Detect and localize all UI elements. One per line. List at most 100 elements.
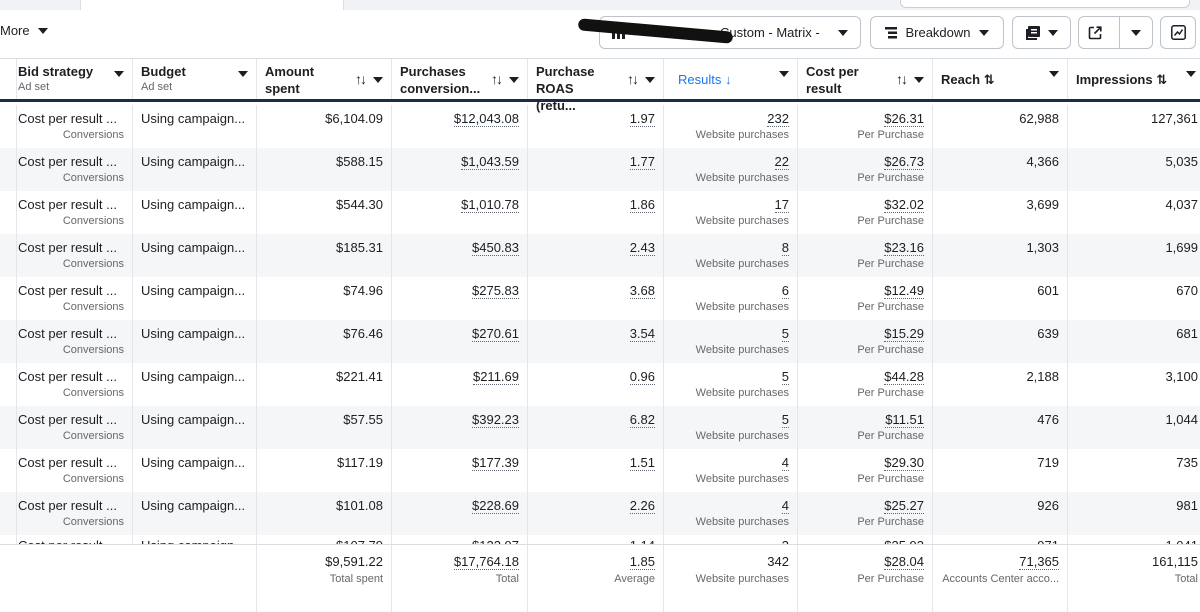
budget-value: Using campaign... [141,111,246,126]
chevron-down-icon[interactable] [779,71,789,77]
table-row[interactable]: Cost per result ... Conversions Using camp… [0,449,1200,492]
purchase-roas-cell: 2.43 [528,234,664,277]
sort-icon[interactable]: ↑↓ [355,71,367,87]
header-purchase-roas[interactable]: Purchase ROAS (retu... ↑↓ [528,59,664,113]
table-row[interactable]: Cost per result ... Conversions Using camp… [0,406,1200,449]
toolbar: More Custom - Matrix - Breakdown [0,10,1200,60]
columns-button[interactable]: Custom - Matrix - [577,16,861,49]
header-purchase-roas-title: Purchase ROAS (retu... [536,64,595,113]
cost-per-result-cell: $25.27 Per Purchase [798,492,933,535]
header-results[interactable]: Results ↓ [664,59,798,99]
header-impressions[interactable]: Impressions ⇅ [1068,59,1200,99]
amount-spent-value: $57.55 [343,412,383,427]
header-reach[interactable]: Reach ⇅ [933,59,1068,99]
table-row[interactable]: Cost per result ... Conversions Using camp… [0,234,1200,277]
summary-impressions-label: Total [1174,573,1198,585]
top-tab-strip [0,0,1200,10]
reach-cell: 3,699 [933,191,1068,234]
summary-impressions: 161,115 Total [1068,545,1200,612]
purchase-roas-cell: 1.51 [528,449,664,492]
purchases-conversion-value: $270.61 [472,326,519,342]
chevron-down-icon[interactable] [1049,71,1059,77]
cost-per-result-sub: Per Purchase [857,344,924,356]
table-row[interactable]: Cost per result ... Conversions Using camp… [0,277,1200,320]
table-row[interactable]: Cost per result ... Conversions Using camp… [0,492,1200,535]
header-budget-sub: Ad set [141,81,173,93]
impressions-value: 3,100 [1165,369,1198,384]
table-row[interactable]: Cost per result ... Conversions Using camp… [0,105,1200,148]
purchase-roas-value: 6.82 [629,412,655,428]
purchases-conversion-value: $228.69 [472,498,519,514]
table-row[interactable]: Cost per result ... Conversions Using camp… [0,148,1200,191]
reach-value: 4,366 [1026,154,1059,169]
results-value: 5 [781,412,789,428]
export-button-group [1078,16,1153,49]
header-purchases-conversion-title: Purchases conversion... [400,64,480,96]
sort-icon[interactable]: ↑↓ [491,71,503,87]
amount-spent-cell: $588.15 [257,148,392,191]
table-row[interactable]: Cost per result ... Conversions Using camp… [0,363,1200,406]
table-row[interactable]: Cost per result ... Conversions Using camp… [0,191,1200,234]
chevron-down-icon[interactable] [914,76,924,83]
charts-button[interactable] [1160,16,1196,49]
bid-strategy-value: Cost per result ... [18,154,117,169]
budget-cell: Using campaign... [133,406,257,449]
budget-cell: Using campaign... [133,363,257,406]
purchases-conversion-value: $1,010.78 [461,197,519,213]
bid-strategy-cell: Cost per result ... Conversions [10,406,133,449]
purchases-conversion-value: $12,043.08 [453,111,519,127]
purchase-roas-value: 1.51 [629,455,655,471]
sort-icon[interactable]: ↑↓ [627,71,639,87]
header-bid-strategy[interactable]: Bid strategy Ad set [10,59,133,99]
bid-strategy-cell: Cost per result ... Conversions [10,492,133,535]
redaction-mark [577,18,734,44]
chevron-down-icon[interactable] [645,76,655,83]
cost-per-result-value: $32.02 [884,197,924,213]
row-select-cell [0,449,17,492]
purchase-roas-cell: 2.26 [528,492,664,535]
purchase-roas-cell: 6.82 [528,406,664,449]
export-button[interactable] [1079,17,1111,48]
purchase-roas-value: 2.26 [629,498,655,514]
amount-spent-value: $101.08 [336,498,383,513]
row-select-cell [0,148,17,191]
header-bid-strategy-title: Bid strategy [18,64,94,79]
table-row[interactable]: Cost per result ... Conversions Using camp… [0,320,1200,363]
chevron-down-icon[interactable] [238,71,248,77]
chevron-down-icon[interactable] [1186,71,1196,77]
header-budget[interactable]: Budget Ad set [133,59,257,99]
row-select-cell [0,535,17,551]
summary-reach: 71,365 Accounts Center acco... [933,545,1068,612]
cost-per-result-value: $44.28 [884,369,924,385]
purchases-conversion-value: $211.69 [472,369,519,385]
reach-cell: 639 [933,320,1068,363]
amount-spent-cell: $76.46 [257,320,392,363]
sort-icon[interactable]: ↑↓ [896,71,908,87]
bid-strategy-sub: Conversions [62,215,124,227]
reach-cell: 62,988 [933,105,1068,148]
reports-button[interactable] [1012,16,1071,49]
reports-icon [1025,25,1040,40]
breakdown-label: Breakdown [905,25,971,40]
breakdown-button[interactable]: Breakdown [870,16,1004,49]
purchase-roas-value: 2.43 [629,240,655,256]
header-purchases-conversion[interactable]: Purchases conversion... ↑↓ [392,59,528,99]
active-tab-edge[interactable] [80,0,344,10]
budget-value: Using campaign... [141,412,246,427]
reach-cell: 2,188 [933,363,1068,406]
purchases-conversion-cell: $270.61 [392,320,528,363]
more-button[interactable]: More [0,23,48,38]
summary-purchases-conversion-value: $17,764.18 [453,554,519,570]
header-amount-spent[interactable]: Amount spent ↑↓ [257,59,392,99]
impressions-cell: 681 [1068,320,1200,363]
chevron-down-icon[interactable] [114,71,124,77]
impressions-cell: 1,044 [1068,406,1200,449]
budget-value: Using campaign... [141,240,246,255]
more-label: More [0,23,30,38]
chevron-down-icon[interactable] [509,76,519,83]
export-dropdown-button[interactable] [1119,17,1152,48]
bid-strategy-cell: Cost per result ... Conversions [10,234,133,277]
header-cost-per-result[interactable]: Cost per result ↑↓ [798,59,933,99]
chevron-down-icon[interactable] [373,76,383,83]
results-cell: 4 Website purchases [664,449,798,492]
